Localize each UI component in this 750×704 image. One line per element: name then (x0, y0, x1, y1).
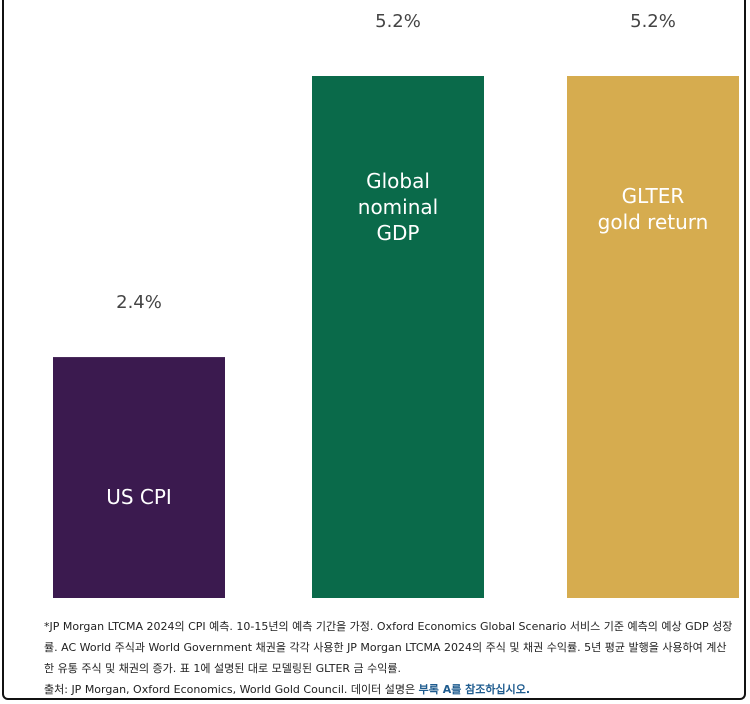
value-label-1: 2.4% (116, 292, 162, 313)
footnote: *JP Morgan LTCMA 2024의 CPI 예측. 10-15년의 예… (44, 616, 736, 700)
category-label-2: Global nominal GDP (358, 169, 438, 245)
appendix-link[interactable]: 부록 A를 참조하십시오. (418, 683, 531, 696)
value-label-3: 5.2% (630, 11, 676, 32)
category-label-3: GLTER gold return (598, 184, 709, 234)
source-line: 출처: JP Morgan, Oxford Economics, World G… (44, 679, 736, 700)
bar-3 (567, 76, 739, 598)
value-label-2: 5.2% (375, 11, 421, 32)
category-label-1: US CPI (106, 485, 172, 509)
bar-chart: 2.4% US CPI 5.2% Global nominal GDP 5.2% GLTER g… (53, 11, 739, 598)
bar-2 (312, 76, 484, 598)
footnote-text: *JP Morgan LTCMA 2024의 CPI 예측. 10-15년의 예… (44, 620, 733, 675)
source-text: 출처: JP Morgan, Oxford Economics, World G… (44, 683, 419, 696)
bar-1 (53, 357, 225, 598)
